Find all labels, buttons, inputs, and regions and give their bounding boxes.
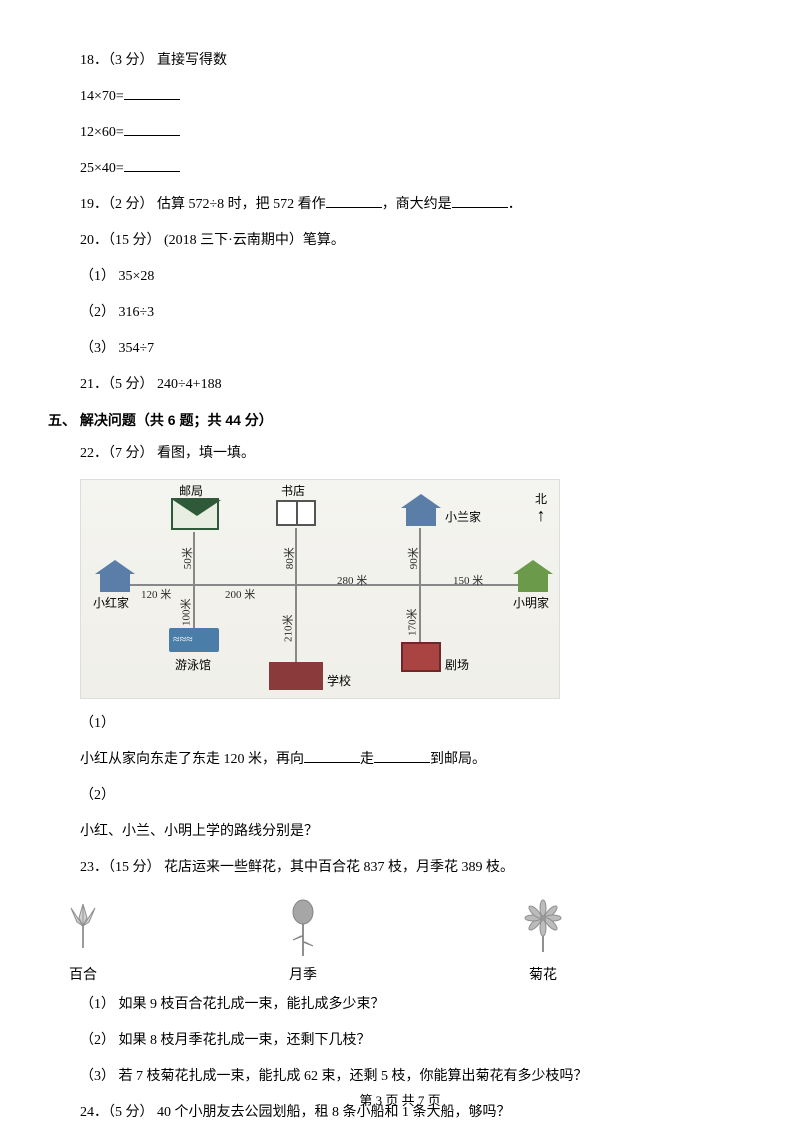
q18-line-3: 25×40= bbox=[48, 158, 752, 179]
q21-text: 21．（5 分） 240÷4+188 bbox=[48, 374, 752, 395]
lily-label: 百合 bbox=[69, 965, 97, 986]
q19-text-c: ． bbox=[508, 197, 522, 212]
rose-label: 月季 bbox=[289, 965, 317, 986]
school-label: 学校 bbox=[327, 672, 351, 690]
section-5-header: 五、 解决问题（共 6 题；共 44 分） bbox=[48, 410, 752, 431]
flower-chrys: 菊花 bbox=[508, 893, 578, 986]
xiaolan-house-icon bbox=[401, 494, 441, 524]
blank bbox=[124, 122, 180, 136]
xiaoming-label: 小明家 bbox=[513, 594, 549, 612]
dist-120: 120 米 bbox=[141, 587, 171, 604]
q23-item-2: （2） 如果 8 枝月季花扎成一束，还剩下几枝？ bbox=[48, 1030, 752, 1051]
blank bbox=[304, 749, 360, 763]
post-office-icon bbox=[171, 498, 219, 530]
q22-p1-c: 到邮局。 bbox=[430, 752, 486, 767]
dist-50: 50米 bbox=[180, 547, 197, 569]
flower-lily: 百合 bbox=[48, 893, 118, 986]
dist-150: 150 米 bbox=[453, 573, 483, 590]
q23-item-1: （1） 如果 9 枝百合花扎成一束，能扎成多少束？ bbox=[48, 994, 752, 1015]
north-indicator: 北 ↑ bbox=[535, 490, 547, 522]
xiaolan-label: 小兰家 bbox=[445, 508, 481, 526]
theater-label: 剧场 bbox=[445, 656, 469, 674]
blank bbox=[374, 749, 430, 763]
north-arrow-icon: ↑ bbox=[535, 508, 547, 522]
blank bbox=[326, 194, 382, 208]
pool-label: 游泳馆 bbox=[175, 656, 211, 674]
q19-text-a: 19．（2 分） 估算 572÷8 时，把 572 看作 bbox=[80, 197, 326, 212]
dist-100: 100米 bbox=[179, 599, 196, 627]
q20-item-2: （2） 316÷3 bbox=[48, 302, 752, 323]
q20-header: 20．（15 分） (2018 三下·云南期中）笔算。 bbox=[48, 230, 752, 251]
q23-header: 23．（15 分） 花店运来一些鲜花，其中百合花 837 枝，月季花 389 枝… bbox=[48, 857, 752, 878]
q18-line-2: 12×60= bbox=[48, 122, 752, 143]
xiaohong-house-icon bbox=[95, 560, 135, 590]
school-icon bbox=[269, 662, 323, 690]
q18-expr-2: 12×60= bbox=[80, 125, 124, 140]
post-office-label: 邮局 bbox=[179, 482, 203, 500]
dist-200: 200 米 bbox=[225, 587, 255, 604]
q19-text-b: ，商大约是 bbox=[382, 197, 452, 212]
dist-280: 280 米 bbox=[337, 573, 367, 590]
q18-line-1: 14×70= bbox=[48, 86, 752, 107]
dist-170: 170米 bbox=[405, 609, 422, 637]
q18-expr-1: 14×70= bbox=[80, 89, 124, 104]
q22-p2-label: （2） bbox=[48, 785, 752, 806]
dist-210: 210米 bbox=[281, 615, 298, 643]
bookstore-icon bbox=[276, 500, 316, 526]
blank bbox=[124, 158, 180, 172]
flower-rose: 月季 bbox=[268, 893, 338, 986]
xiaoming-house-icon bbox=[513, 560, 553, 590]
lily-icon bbox=[48, 893, 118, 963]
q23-flowers-row: 百合 月季 bbox=[48, 893, 752, 986]
chrys-label: 菊花 bbox=[529, 965, 557, 986]
theater-icon bbox=[401, 642, 441, 672]
chrys-icon bbox=[508, 893, 578, 963]
q22-p1-a: 小红从家向东走了东走 120 米，再向 bbox=[80, 752, 304, 767]
q22-map: 北 ↑ 邮局 书店 小兰家 小红家 小明家 游泳馆 学校 剧场 120 米 20… bbox=[80, 479, 560, 699]
page-footer: 第 3 页 共 7 页 bbox=[0, 1091, 800, 1111]
q23-item-3: （3） 若 7 枝菊花扎成一束，能扎成 62 束，还剩 5 枝，你能算出菊花有多… bbox=[48, 1066, 752, 1087]
bookstore-label: 书店 bbox=[281, 482, 305, 500]
q22-header: 22．（7 分） 看图，填一填。 bbox=[48, 443, 752, 464]
q22-p1-line: 小红从家向东走了东走 120 米，再向 走 到邮局。 bbox=[48, 749, 752, 770]
q20-item-1: （1） 35×28 bbox=[48, 266, 752, 287]
q18-expr-3: 25×40= bbox=[80, 161, 124, 176]
rose-icon bbox=[268, 893, 338, 963]
q22-p1-b: 走 bbox=[360, 752, 374, 767]
q20-item-3: （3） 354÷7 bbox=[48, 338, 752, 359]
dist-90: 90米 bbox=[406, 547, 423, 569]
q19-line: 19．（2 分） 估算 572÷8 时，把 572 看作 ，商大约是 ． bbox=[48, 194, 752, 215]
blank bbox=[124, 86, 180, 100]
q18-header: 18．（3 分） 直接写得数 bbox=[48, 50, 752, 71]
q22-p1-label: （1） bbox=[48, 713, 752, 734]
xiaohong-label: 小红家 bbox=[93, 594, 129, 612]
pool-icon bbox=[169, 628, 219, 652]
dist-80: 80米 bbox=[282, 547, 299, 569]
blank bbox=[452, 194, 508, 208]
q22-p2-text: 小红、小兰、小明上学的路线分别是？ bbox=[48, 821, 752, 842]
